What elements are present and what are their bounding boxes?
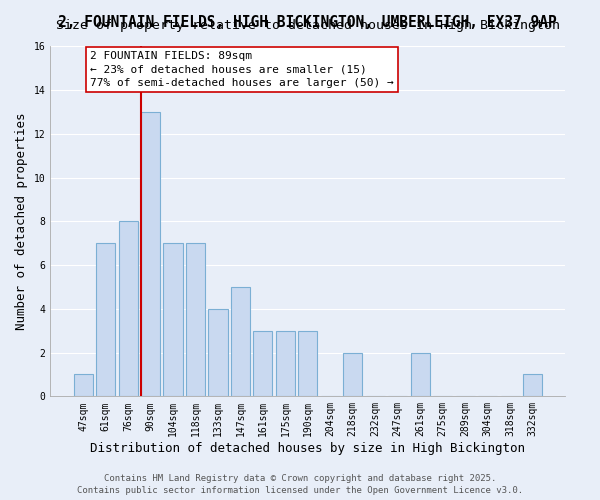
Text: 2 FOUNTAIN FIELDS: 89sqm
← 23% of detached houses are smaller (15)
77% of semi-d: 2 FOUNTAIN FIELDS: 89sqm ← 23% of detach… bbox=[90, 51, 394, 88]
Bar bbox=[276, 330, 295, 396]
Bar bbox=[186, 244, 205, 396]
Bar bbox=[253, 330, 272, 396]
Bar bbox=[119, 222, 137, 396]
Title: 2, FOUNTAIN FIELDS, HIGH BICKINGTON, UMBERLEIGH, EX37 9AP: 2, FOUNTAIN FIELDS, HIGH BICKINGTON, UMB… bbox=[58, 15, 557, 30]
Bar bbox=[163, 244, 182, 396]
Text: Contains HM Land Registry data © Crown copyright and database right 2025.
Contai: Contains HM Land Registry data © Crown c… bbox=[77, 474, 523, 495]
Y-axis label: Number of detached properties: Number of detached properties bbox=[15, 112, 28, 330]
Bar bbox=[74, 374, 92, 396]
Bar bbox=[410, 352, 430, 397]
Bar bbox=[298, 330, 317, 396]
Bar bbox=[96, 244, 115, 396]
Bar bbox=[523, 374, 542, 396]
Bar bbox=[343, 352, 362, 397]
Text: Size of property relative to detached houses in High Bickington: Size of property relative to detached ho… bbox=[56, 20, 560, 32]
Bar bbox=[208, 309, 227, 396]
Bar bbox=[231, 287, 250, 397]
X-axis label: Distribution of detached houses by size in High Bickington: Distribution of detached houses by size … bbox=[91, 442, 526, 455]
Bar bbox=[141, 112, 160, 397]
